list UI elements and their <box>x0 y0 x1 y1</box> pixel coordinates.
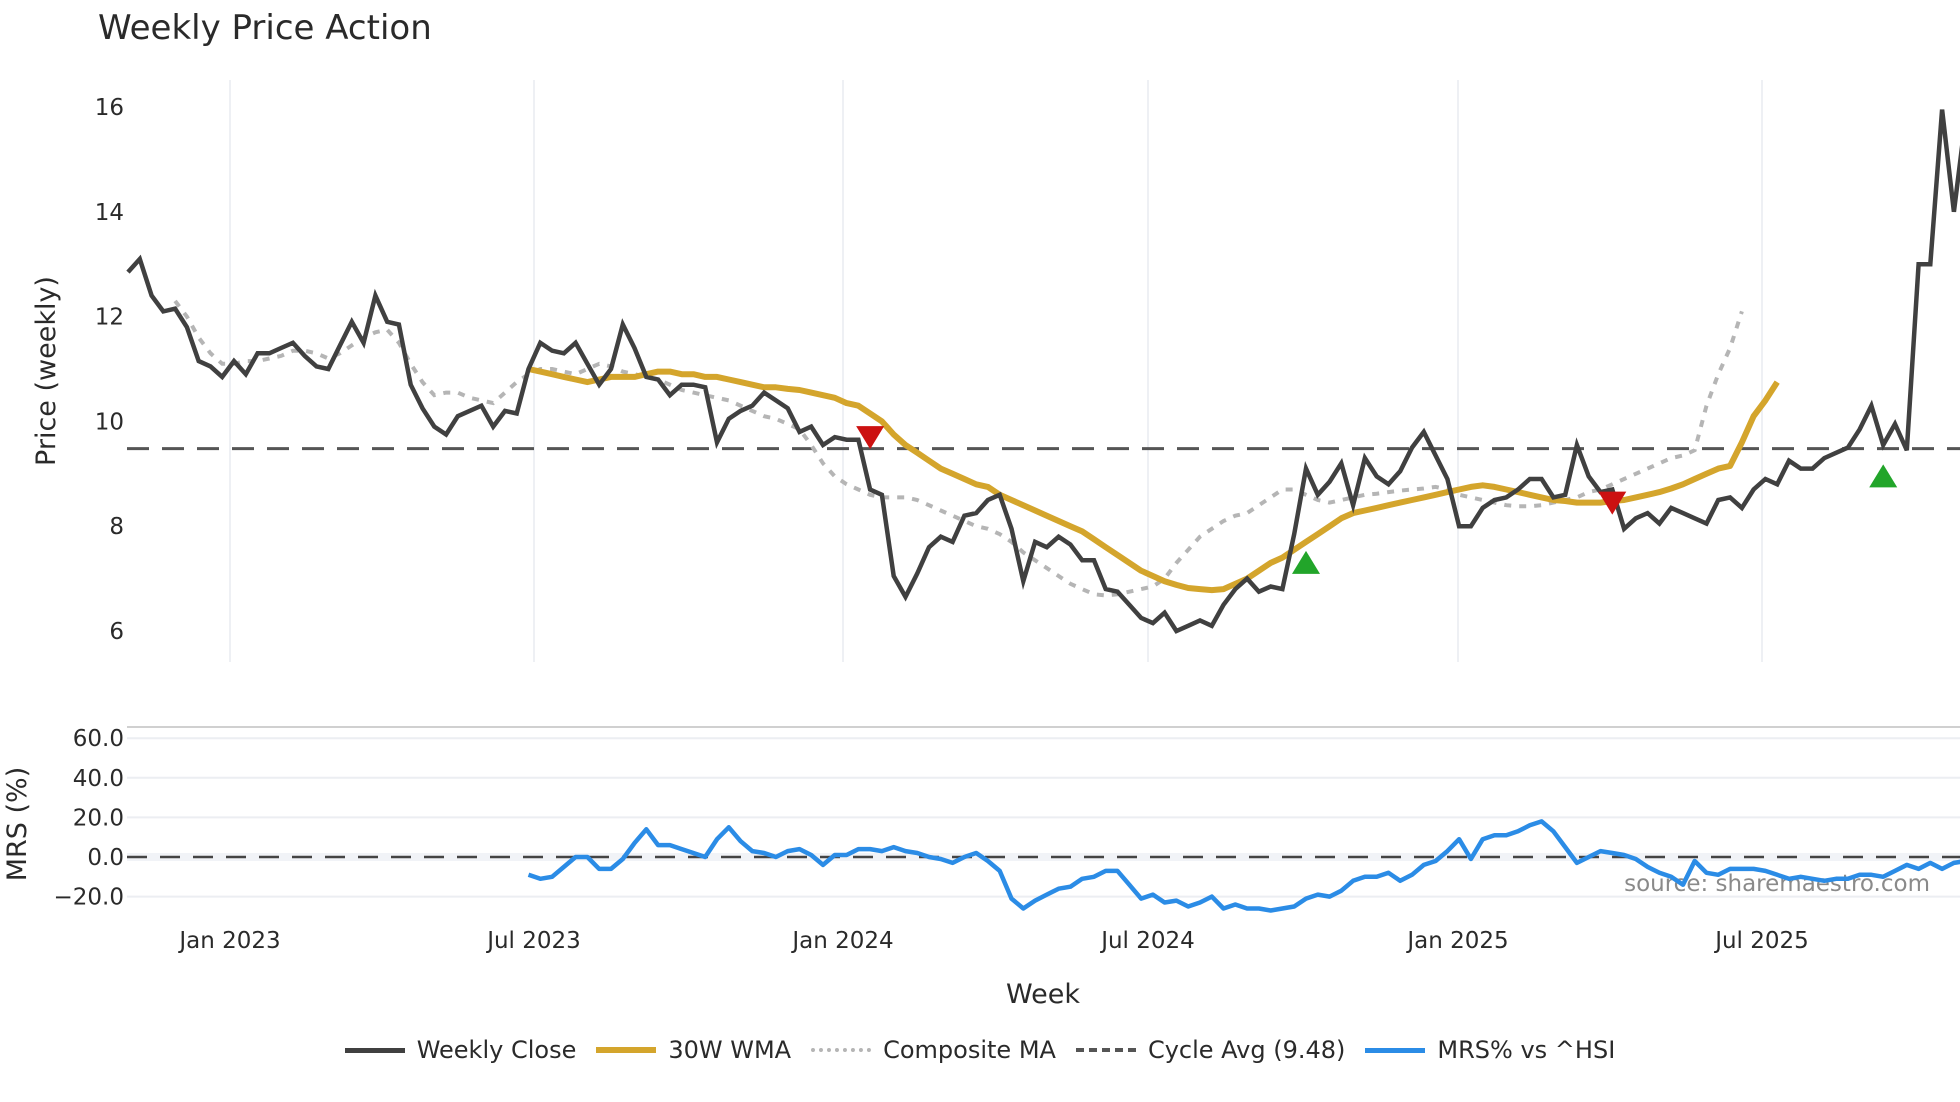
legend-item-weekly-close[interactable]: Weekly Close <box>344 1036 577 1064</box>
legend-label: Cycle Avg (9.48) <box>1147 1036 1346 1064</box>
mrs-y-axis: 60.0 40.0 20.0 0.0 −20.0 <box>54 726 124 910</box>
x-tick: Jan 2024 <box>790 928 893 954</box>
price-y-tick: 8 <box>109 514 124 540</box>
legend-label: Composite MA <box>883 1036 1056 1064</box>
x-axis-title: Week <box>1006 979 1080 1010</box>
sell-signal-icon <box>856 426 885 450</box>
buy-signal-icon <box>1869 464 1898 488</box>
weekly-close-swatch-icon <box>344 1047 405 1053</box>
weekly-close-line <box>126 109 1960 634</box>
x-axis: Jan 2023 Jul 2023 Jan 2024 Jul 2024 Jan 2025… <box>177 928 1808 954</box>
x-tick: Jul 2025 <box>1713 928 1809 954</box>
cycle-avg-swatch-icon <box>1075 1048 1136 1052</box>
mrs-y-tick: 40.0 <box>73 766 124 792</box>
legend-item-composite-ma[interactable]: Composite MA <box>811 1036 1056 1064</box>
wma-30w-line <box>527 366 1780 594</box>
price-y-axis-title: Price (weekly) <box>31 276 62 466</box>
price-y-tick: 6 <box>109 619 124 645</box>
x-tick: Jul 2023 <box>485 928 581 954</box>
legend-item-cycle-avg[interactable]: Cycle Avg (9.48) <box>1075 1036 1346 1064</box>
mrs-y-tick: 60.0 <box>73 726 124 752</box>
signal-markers <box>856 426 1898 574</box>
legend-label: 30W WMA <box>668 1036 792 1064</box>
legend-item-wma[interactable]: 30W WMA <box>596 1036 791 1064</box>
legend-label: MRS% vs ^HSI <box>1437 1036 1616 1064</box>
chart-title: Weekly Price Action <box>98 8 432 48</box>
mrs-y-axis-title: MRS (%) <box>2 767 33 882</box>
x-tick: Jan 2025 <box>1405 928 1508 954</box>
gridlines <box>127 80 1960 898</box>
mrs-y-tick: −20.0 <box>54 885 124 911</box>
sell-signal-icon <box>1598 491 1627 515</box>
mrs-line <box>527 819 1960 913</box>
composite-ma-swatch-icon <box>811 1048 872 1052</box>
wma-swatch-icon <box>596 1047 657 1053</box>
buy-signal-icon <box>1292 550 1320 574</box>
mrs-swatch-icon <box>1365 1047 1426 1053</box>
price-y-tick: 14 <box>95 200 124 226</box>
price-y-tick: 16 <box>95 95 124 121</box>
price-y-tick: 10 <box>95 409 124 435</box>
composite-ma-line <box>173 299 1744 598</box>
x-tick: Jan 2023 <box>177 928 280 954</box>
mrs-y-tick: 0.0 <box>87 845 124 871</box>
x-tick: Jul 2024 <box>1099 928 1195 954</box>
price-y-tick: 12 <box>95 305 124 331</box>
mrs-y-tick: 20.0 <box>73 805 124 831</box>
legend-label: Weekly Close <box>416 1036 577 1064</box>
legend: Weekly Close 30W WMA Composite MA Cycle … <box>0 1036 1960 1064</box>
price-y-axis: 16 14 12 10 8 6 <box>95 95 124 645</box>
legend-item-mrs[interactable]: MRS% vs ^HSI <box>1365 1036 1615 1064</box>
